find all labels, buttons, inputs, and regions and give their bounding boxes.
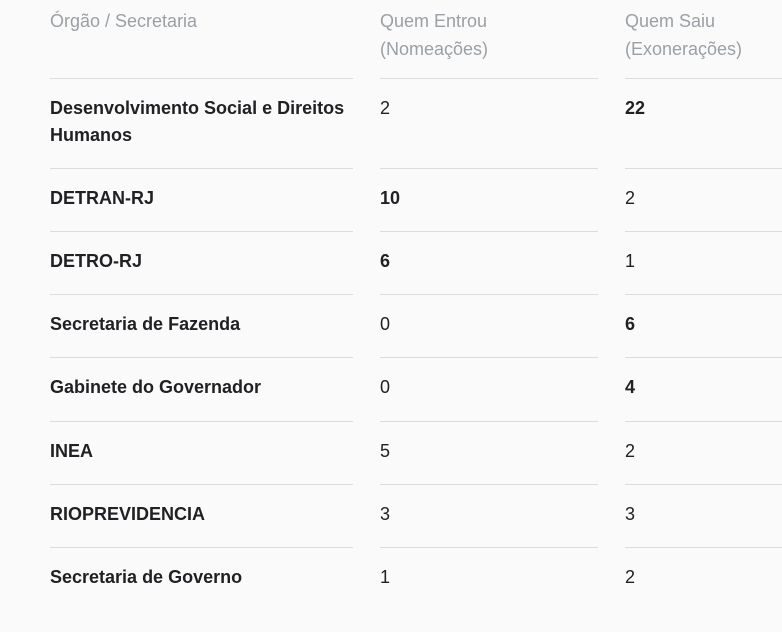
cell-dismissals: 6 xyxy=(625,314,636,334)
header-dismissals: Quem Saiu (Exonerações) xyxy=(625,7,782,63)
row-divider xyxy=(380,484,598,485)
cell-dismissals: 4 xyxy=(625,377,636,397)
cell-organ: DETRAN-RJ xyxy=(50,188,155,208)
row-divider xyxy=(380,421,598,422)
table-row: Secretaria de Governo 1 2 xyxy=(50,547,782,610)
table-header: Órgão / Secretaria Quem Entrou (Nomeaçõe… xyxy=(50,0,782,78)
cell-appointments: 2 xyxy=(380,98,391,118)
header-appointments: Quem Entrou (Nomeações) xyxy=(380,7,598,63)
row-divider xyxy=(380,547,598,548)
row-divider xyxy=(380,357,598,358)
cell-appointments: 10 xyxy=(380,188,401,208)
cell-dismissals: 3 xyxy=(625,504,636,524)
cell-organ: DETRO-RJ xyxy=(50,251,143,271)
cell-dismissals: 2 xyxy=(625,441,636,461)
header-dismissals-subtitle: (Exonerações) xyxy=(625,39,743,59)
row-divider xyxy=(380,294,598,295)
row-divider xyxy=(50,231,353,232)
cell-appointments: 5 xyxy=(380,441,391,461)
cell-appointments: 6 xyxy=(380,251,391,271)
row-divider xyxy=(50,78,353,79)
cell-dismissals: 2 xyxy=(625,567,636,587)
row-divider xyxy=(625,484,782,485)
row-divider xyxy=(625,231,782,232)
cell-organ: Gabinete do Governador xyxy=(50,377,262,397)
header-appointments-title: Quem Entrou xyxy=(380,11,488,31)
row-divider xyxy=(625,78,782,79)
cell-organ: Secretaria de Governo xyxy=(50,567,243,587)
table-row: DETRO-RJ 6 1 xyxy=(50,231,782,294)
row-divider xyxy=(625,421,782,422)
row-divider xyxy=(625,547,782,548)
row-divider xyxy=(50,357,353,358)
row-divider xyxy=(50,547,353,548)
header-organ: Órgão / Secretaria xyxy=(50,7,353,35)
row-divider xyxy=(50,484,353,485)
row-divider xyxy=(380,78,598,79)
row-divider xyxy=(380,168,598,169)
table-row: Gabinete do Governador 0 4 xyxy=(50,357,782,421)
cell-organ: Secretaria de Fazenda xyxy=(50,314,241,334)
row-divider xyxy=(50,168,353,169)
row-divider xyxy=(625,357,782,358)
table-row: Secretaria de Fazenda 0 6 xyxy=(50,294,782,357)
header-dismissals-title: Quem Saiu xyxy=(625,11,716,31)
header-organ-label: Órgão / Secretaria xyxy=(50,11,198,31)
header-appointments-subtitle: (Nomeações) xyxy=(380,39,489,59)
cell-appointments: 1 xyxy=(380,567,391,587)
cell-dismissals: 2 xyxy=(625,188,636,208)
row-divider xyxy=(50,421,353,422)
cell-organ: RIOPREVIDENCIA xyxy=(50,504,206,524)
cell-organ: Desenvolvimento Social e Direitos Humano… xyxy=(50,98,345,145)
row-divider xyxy=(625,168,782,169)
cell-dismissals: 22 xyxy=(625,98,646,118)
row-divider xyxy=(380,231,598,232)
table-row: Desenvolvimento Social e Direitos Humano… xyxy=(50,78,782,168)
row-divider xyxy=(50,294,353,295)
cell-appointments: 0 xyxy=(380,377,391,397)
table-row: INEA 5 2 xyxy=(50,421,782,484)
table-row: DETRAN-RJ 10 2 xyxy=(50,168,782,231)
cell-appointments: 3 xyxy=(380,504,391,524)
cell-appointments: 0 xyxy=(380,314,391,334)
table-row: RIOPREVIDENCIA 3 3 xyxy=(50,484,782,547)
row-divider xyxy=(625,294,782,295)
cell-organ: INEA xyxy=(50,441,94,461)
cell-dismissals: 1 xyxy=(625,251,636,271)
